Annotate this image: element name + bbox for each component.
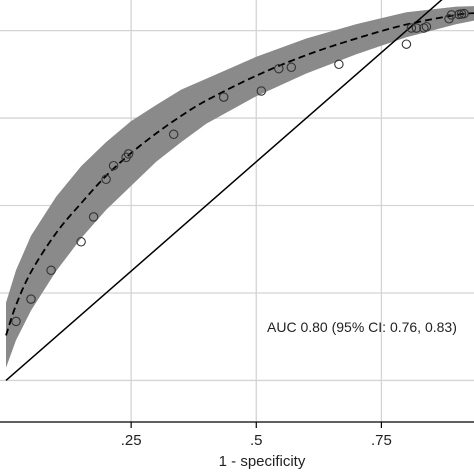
x-tick-label: .25	[121, 432, 142, 449]
observed-point	[334, 59, 344, 70]
observed-point	[168, 129, 179, 140]
observed-point	[123, 149, 134, 159]
observed-point	[419, 23, 429, 33]
observed-point	[286, 62, 297, 73]
observed-point	[256, 86, 267, 96]
ci-band-area	[6, 6, 474, 368]
x-axis-title: 1 - specificity	[219, 453, 306, 470]
observed-points-group	[11, 8, 469, 327]
fitted-curve-group	[5, 12, 474, 336]
observed-point	[411, 23, 422, 33]
observed-point	[421, 21, 432, 32]
observed-point	[446, 10, 457, 20]
observed-point	[76, 237, 86, 247]
x-tick-label: .75	[371, 432, 392, 449]
auc-annotation: AUC 0.80 (95% CI: 0.76, 0.83)	[267, 319, 457, 335]
x-tick-label: .5	[250, 432, 263, 449]
fitted-roc-curve	[5, 12, 474, 336]
observed-point	[218, 92, 229, 102]
confidence-band	[6, 6, 474, 368]
observed-point	[108, 160, 119, 171]
observed-point	[88, 212, 99, 222]
reference-line-group	[5, 0, 443, 382]
observed-point	[46, 265, 56, 276]
observed-point	[401, 39, 412, 49]
x-tick-labels: .25 .5 .75	[121, 422, 392, 449]
gridlines	[0, 0, 474, 422]
observed-point	[459, 8, 469, 19]
observed-point	[274, 63, 284, 74]
reference-diagonal-line	[5, 0, 443, 382]
observed-point	[11, 316, 21, 327]
observed-point	[26, 294, 36, 304]
observed-point	[406, 23, 417, 33]
observed-point	[101, 174, 111, 185]
